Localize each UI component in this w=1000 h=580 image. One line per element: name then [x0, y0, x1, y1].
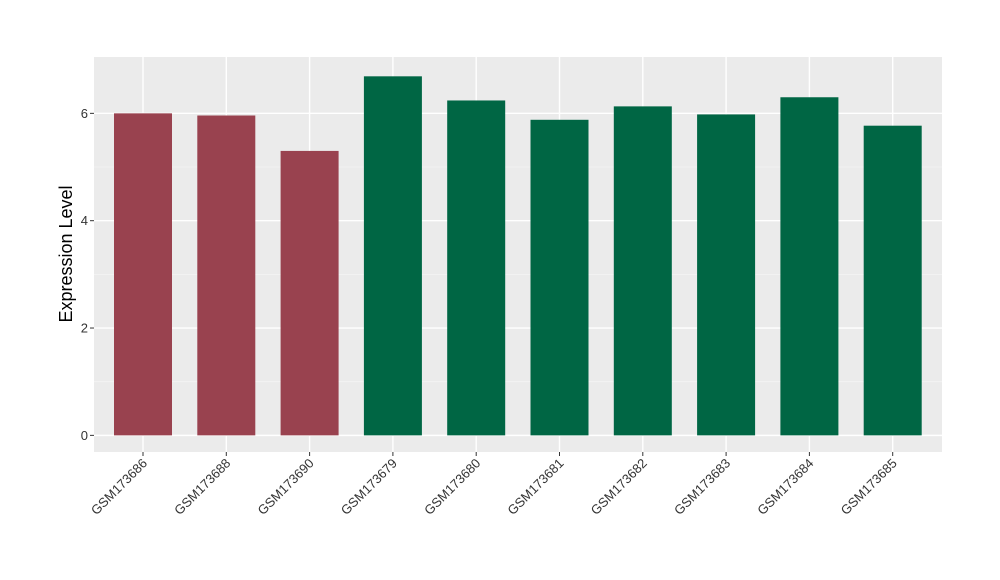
bars — [114, 76, 922, 436]
bar — [530, 119, 589, 436]
bar — [863, 125, 922, 436]
bar — [697, 114, 756, 436]
x-tick-label: GSM173688 — [171, 456, 233, 518]
bar — [114, 113, 172, 436]
x-tick-label: GSM173682 — [588, 456, 650, 518]
y-axis-title: Expression Level — [56, 185, 76, 322]
bar — [363, 76, 422, 436]
bar — [613, 106, 672, 436]
x-tick-label: GSM173690 — [254, 456, 316, 518]
bar — [447, 100, 506, 436]
y-tick-label: 4 — [81, 213, 88, 228]
x-tick-label: GSM173680 — [421, 456, 483, 518]
x-tick-label: GSM173679 — [338, 456, 400, 518]
bar — [197, 115, 256, 436]
x-tick-label: GSM173685 — [838, 456, 900, 518]
x-tick-label: GSM173683 — [671, 456, 733, 518]
bar — [280, 150, 339, 436]
y-tick-label: 2 — [81, 321, 88, 336]
y-tick-label: 0 — [81, 428, 88, 443]
x-tick-label: GSM173686 — [88, 456, 150, 518]
y-tick-label: 6 — [81, 106, 88, 121]
x-tick-label: GSM173684 — [754, 456, 816, 518]
bar — [780, 97, 839, 436]
x-tick-label: GSM173681 — [504, 456, 566, 518]
